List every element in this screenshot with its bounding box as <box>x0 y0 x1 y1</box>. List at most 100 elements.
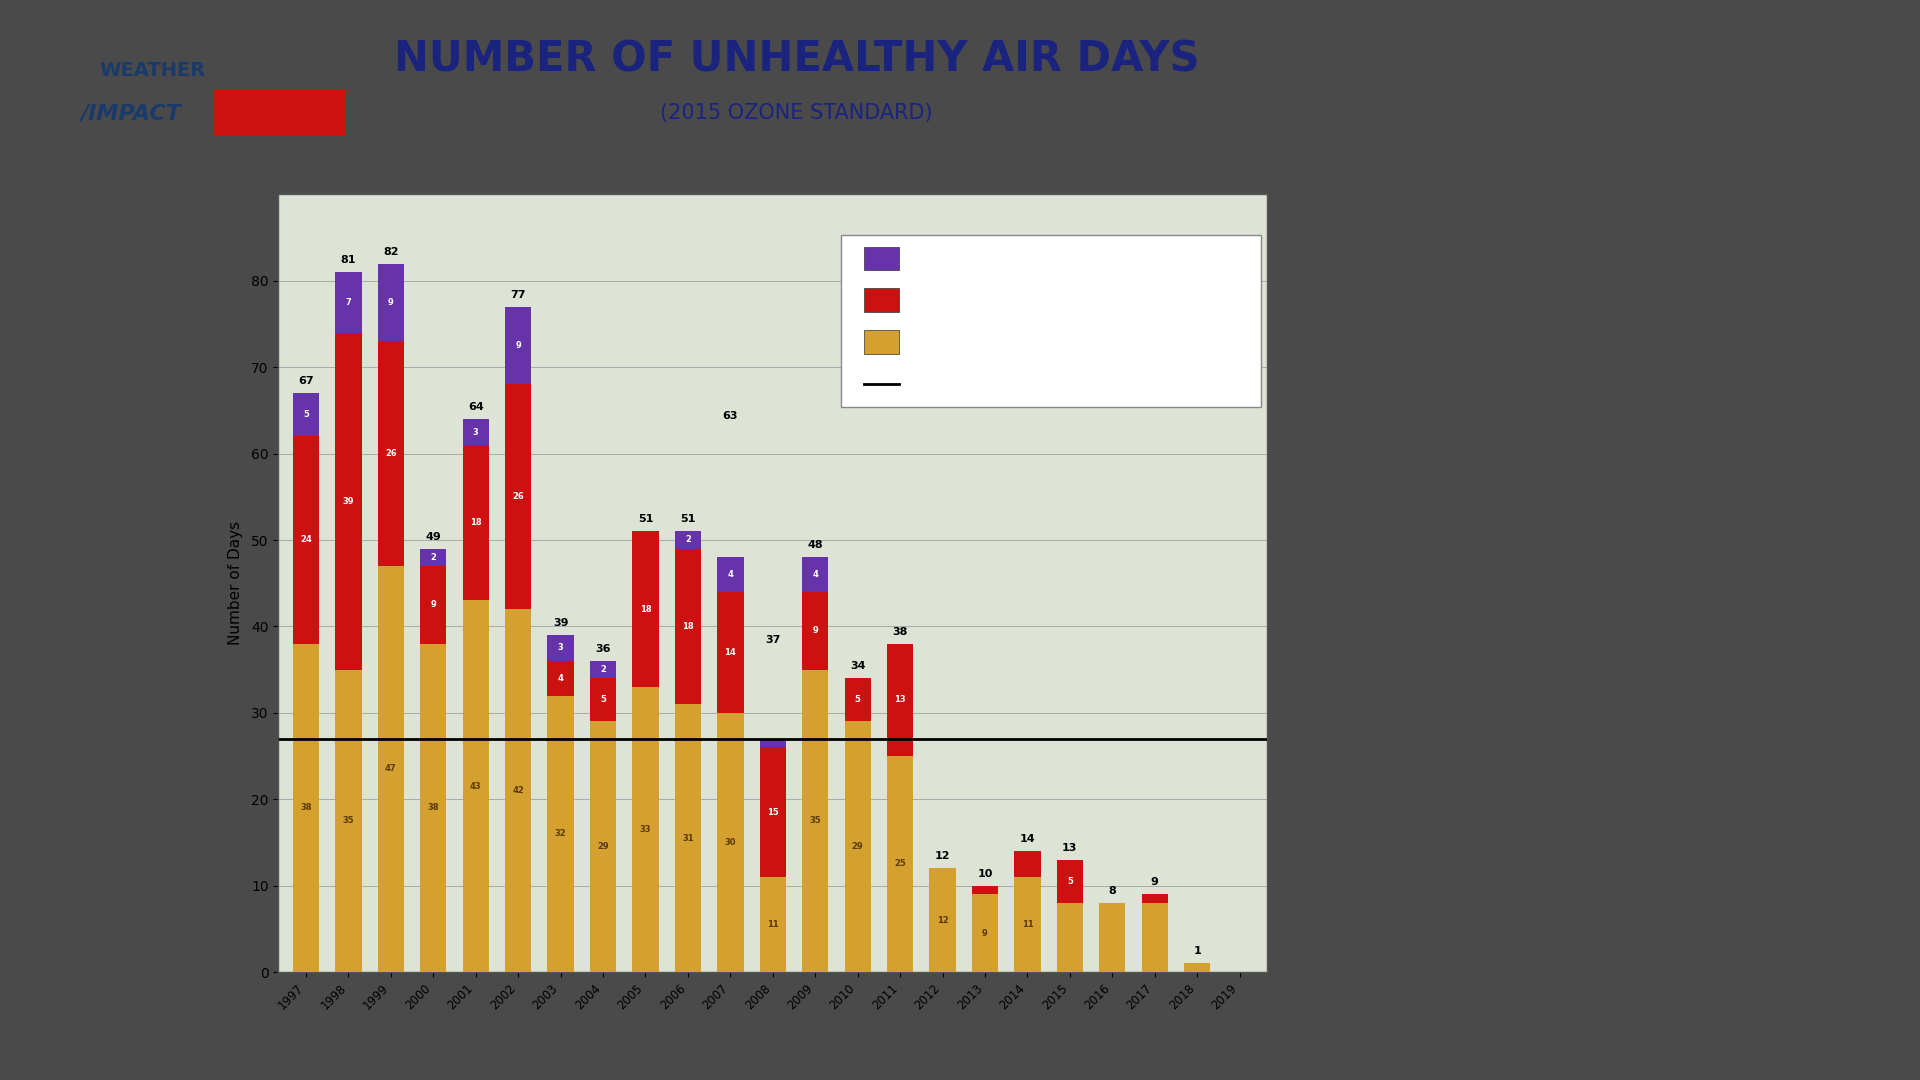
Text: 39: 39 <box>342 497 353 505</box>
Text: Code Orange Days (>70 ppb): Code Orange Days (>70 ppb) <box>914 337 1068 348</box>
Text: 14: 14 <box>1020 834 1035 845</box>
Text: 43: 43 <box>470 782 482 791</box>
Bar <box>1142 903 1167 972</box>
Bar <box>718 592 743 713</box>
Bar <box>674 704 701 972</box>
Text: 38: 38 <box>893 626 908 637</box>
Text: 11: 11 <box>1021 920 1033 929</box>
Bar <box>336 333 361 670</box>
Bar <box>589 678 616 721</box>
Text: 35: 35 <box>810 816 822 825</box>
Text: 37: 37 <box>764 635 781 646</box>
Bar <box>463 600 490 972</box>
Text: 49: 49 <box>426 531 442 542</box>
Text: 9: 9 <box>430 600 436 609</box>
Text: 35: 35 <box>342 816 353 825</box>
Bar <box>1056 860 1083 903</box>
Text: 34: 34 <box>851 661 866 672</box>
Text: 26: 26 <box>513 492 524 501</box>
Text: 3: 3 <box>472 428 478 436</box>
Text: 25: 25 <box>895 860 906 868</box>
Text: 30: 30 <box>724 838 735 847</box>
Text: 4: 4 <box>728 570 733 579</box>
Text: 5: 5 <box>601 696 607 704</box>
Bar <box>294 644 319 972</box>
Text: 42: 42 <box>513 786 524 795</box>
Text: (2015 OZONE STANDARD): (2015 OZONE STANDARD) <box>660 104 933 123</box>
Text: Code Purple Days (>105 ppb): Code Purple Days (>105 ppb) <box>914 254 1069 264</box>
Text: 81: 81 <box>340 255 357 266</box>
Bar <box>718 713 743 972</box>
Text: 4: 4 <box>812 570 818 579</box>
Bar <box>378 566 403 972</box>
Bar <box>632 687 659 972</box>
Bar <box>463 445 490 600</box>
Text: 5: 5 <box>1068 877 1073 886</box>
Text: 39: 39 <box>553 618 568 629</box>
Text: WEATHER: WEATHER <box>100 60 205 80</box>
Bar <box>845 678 872 721</box>
Text: 1: 1 <box>1194 946 1202 957</box>
Text: 47: 47 <box>386 765 397 773</box>
Bar <box>674 549 701 704</box>
Text: 13: 13 <box>1062 842 1077 853</box>
Bar <box>336 272 361 333</box>
Bar <box>378 341 403 566</box>
Text: 11: 11 <box>766 920 780 929</box>
Text: 33: 33 <box>639 825 651 834</box>
Bar <box>336 670 361 972</box>
Bar <box>632 531 659 687</box>
Bar <box>294 436 319 644</box>
Text: 32: 32 <box>555 829 566 838</box>
Bar <box>972 894 998 972</box>
Bar <box>378 264 403 341</box>
Text: NUMBER OF UNHEALTHY AIR DAYS: NUMBER OF UNHEALTHY AIR DAYS <box>394 39 1200 80</box>
Text: 18: 18 <box>470 518 482 527</box>
Text: ALERT: ALERT <box>253 105 305 120</box>
Text: 67: 67 <box>298 376 313 387</box>
Text: 2: 2 <box>601 665 607 674</box>
Text: 3: 3 <box>557 644 563 652</box>
Text: 77: 77 <box>511 289 526 300</box>
Text: Code Red Days (>85 ppb): Code Red Days (>85 ppb) <box>914 295 1048 306</box>
Bar <box>1014 877 1041 972</box>
Bar <box>547 635 574 661</box>
Text: 29: 29 <box>852 842 864 851</box>
Text: 15: 15 <box>766 808 780 816</box>
Text: /IMPACT: /IMPACT <box>81 104 182 123</box>
Text: Total Exceedances: Total Exceedances <box>914 379 1010 389</box>
Text: 7: 7 <box>346 298 351 307</box>
Bar <box>887 756 914 972</box>
Text: 9: 9 <box>388 298 394 307</box>
Text: 38: 38 <box>300 804 311 812</box>
Bar <box>589 721 616 972</box>
Text: 29: 29 <box>597 842 609 851</box>
Text: 12: 12 <box>937 916 948 924</box>
Text: 9: 9 <box>1150 877 1158 888</box>
Bar <box>760 739 785 747</box>
Bar <box>589 661 616 678</box>
Text: 2: 2 <box>430 553 436 562</box>
Text: 12: 12 <box>935 851 950 862</box>
Text: 9: 9 <box>515 341 520 350</box>
Text: 10: 10 <box>977 868 993 879</box>
Bar <box>760 747 785 877</box>
Bar <box>505 307 532 384</box>
Bar <box>1185 963 1210 972</box>
Text: 48: 48 <box>808 540 824 551</box>
Bar <box>463 419 490 445</box>
Text: 2: 2 <box>685 536 691 544</box>
Bar <box>1098 903 1125 972</box>
Bar <box>803 592 828 670</box>
Bar <box>718 557 743 592</box>
Text: 38: 38 <box>428 804 440 812</box>
Text: 18: 18 <box>639 605 651 613</box>
Bar <box>505 609 532 972</box>
Text: 14: 14 <box>724 648 735 657</box>
Bar <box>505 384 532 609</box>
Bar <box>1014 851 1041 877</box>
Text: 31: 31 <box>682 834 693 842</box>
Text: 51: 51 <box>637 514 653 525</box>
Text: 18: 18 <box>682 622 693 631</box>
Text: 64: 64 <box>468 402 484 413</box>
